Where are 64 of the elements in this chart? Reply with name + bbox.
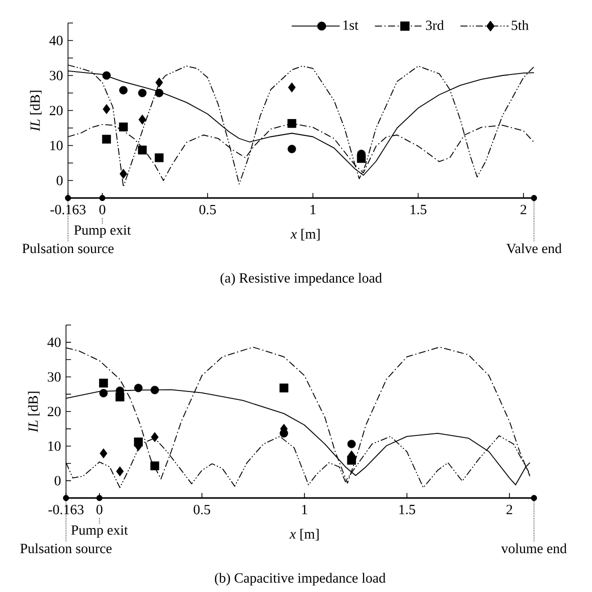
point [99,388,108,398]
y-tick-label: 30 [50,70,63,80]
y-tick-label: 40 [49,36,63,46]
y-axis-title: IL [dB] [28,392,40,432]
x-tick-label: 1.5 [399,504,416,514]
point [287,119,296,128]
point [138,88,147,98]
point [154,153,164,162]
point [102,104,110,114]
annotation: Pump exit [74,225,131,238]
y-tick-label: 10 [50,140,63,150]
point [347,440,356,448]
annotation: Pump exit [71,525,128,538]
annotation: Pulsation source [22,243,114,254]
point [119,86,128,94]
y-tick-label: 20 [50,106,63,116]
point [150,432,159,442]
y-tick-label: 30 [48,372,61,382]
text: (a) Resistive impedance load [220,272,382,286]
x-tick-label: 1 [302,504,308,514]
x-tick-label: -0.163 [48,504,84,514]
point [134,384,143,392]
x-tick-label: 0 [96,504,102,514]
x-tick-label: 0 [99,204,106,214]
x-tick-label: 2 [520,204,526,214]
point [118,122,128,132]
y-tick-label: 10 [48,441,61,451]
point [150,461,160,470]
y-tick-label: 40 [47,338,61,348]
y-tick-label: 20 [48,406,61,416]
point [116,466,124,476]
x-tick-label: 2 [506,504,512,514]
annotation: Valve end [506,243,562,254]
point [102,71,111,80]
point [154,88,164,98]
point [102,134,111,144]
point [150,386,159,394]
legend-label: 3rd [426,20,444,30]
point [99,378,108,388]
annotation: Pulsation source [20,543,112,554]
legend-label: 1st [343,20,358,30]
point [280,384,288,392]
y-axis-title: IL [dB] [30,90,42,132]
y-tick-label: 0 [56,176,63,186]
x-tick-label: -0.163 [50,204,86,214]
point [288,82,296,92]
text: (b) Capacitive impedance load [214,572,386,586]
x-tick-label: 0.5 [199,204,216,214]
y-tick-label: 0 [54,476,61,486]
x-tick-label: 1 [310,204,316,214]
point [138,114,146,125]
point [288,144,296,154]
point [138,146,147,154]
x-axis-title: x [m] [290,528,319,540]
point [100,448,108,458]
legend-label: 5th [512,20,529,30]
x-tick-label: 0.5 [194,504,210,514]
x-tick-label: 1.5 [410,204,426,214]
point [356,154,366,163]
x-axis-title: x [m] [290,228,320,240]
point [116,392,124,402]
point [155,78,163,88]
point [120,168,128,179]
annotation: volume end [501,543,567,554]
